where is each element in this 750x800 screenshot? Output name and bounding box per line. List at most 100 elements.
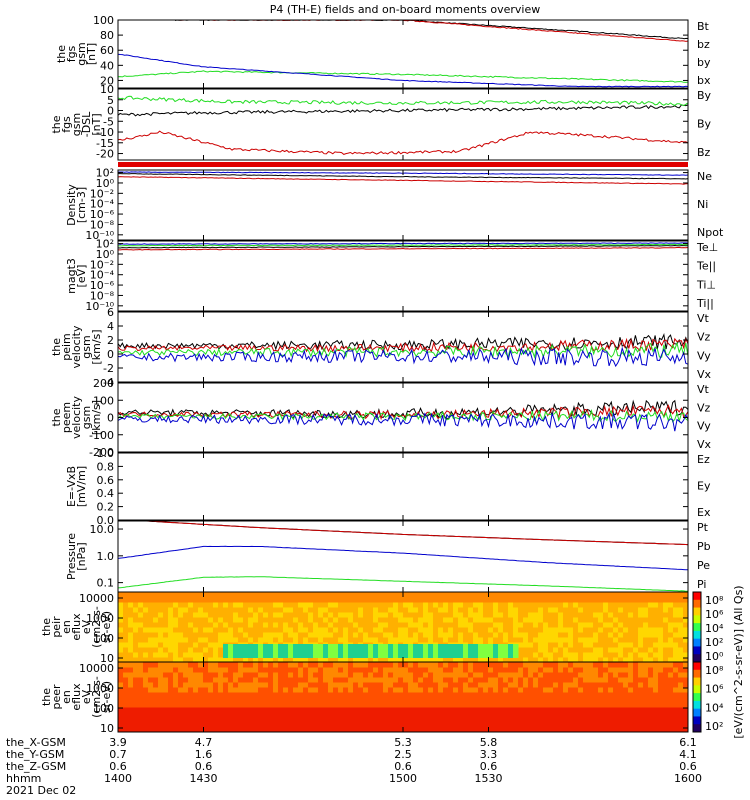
- heatmap-cell: [388, 702, 394, 708]
- panel-frame: [117, 240, 689, 312]
- heatmap-cell: [313, 712, 319, 718]
- heatmap-cell: [663, 602, 669, 608]
- heatmap-cell: [308, 602, 314, 608]
- heatmap-cell: [393, 667, 399, 673]
- heatmap-cell: [563, 717, 569, 723]
- heatmap-cell: [213, 637, 219, 643]
- heatmap-cell: [193, 712, 199, 718]
- heatmap-cell: [318, 597, 324, 603]
- heatmap-cell: [278, 687, 284, 693]
- heatmap-cell: [678, 657, 684, 662]
- heatmap-cell: [423, 697, 429, 703]
- heatmap-cell: [563, 662, 569, 668]
- heatmap-cell: [418, 707, 424, 713]
- heatmap-cell: [118, 707, 124, 713]
- heatmap-cell: [238, 722, 244, 728]
- heatmap-cell: [483, 692, 489, 698]
- heatmap-cell: [538, 652, 544, 658]
- heatmap-cell: [398, 657, 404, 662]
- heatmap-cell: [563, 672, 569, 678]
- heatmap-cell: [598, 662, 604, 668]
- heatmap-cell: [633, 632, 639, 638]
- heatmap-cell: [138, 657, 144, 662]
- heatmap-cell: [138, 642, 144, 648]
- heatmap-cell: [458, 727, 464, 732]
- heatmap-cell: [463, 657, 469, 662]
- heatmap-cell: [298, 617, 304, 623]
- heatmap-cell: [653, 702, 659, 708]
- heatmap-cell: [133, 632, 139, 638]
- heatmap-cell: [198, 717, 204, 723]
- heatmap-cell: [558, 717, 564, 723]
- colorbar-swatch: [693, 708, 701, 717]
- heatmap-cell: [418, 702, 424, 708]
- heatmap-cell: [138, 652, 144, 658]
- heatmap-cell: [473, 657, 479, 662]
- heatmap-cell: [378, 592, 384, 598]
- heatmap-cell: [333, 657, 339, 662]
- heatmap-cell: [478, 667, 484, 673]
- heatmap-cell: [198, 637, 204, 643]
- heatmap-cell: [478, 617, 484, 623]
- heatmap-cell: [353, 662, 359, 668]
- heatmap-cell: [248, 637, 254, 643]
- heatmap-cell: [663, 647, 669, 653]
- heatmap-cell: [553, 722, 559, 728]
- heatmap-cell: [593, 647, 599, 653]
- legend-entry: Bt: [697, 20, 710, 33]
- heatmap-cell: [583, 642, 589, 648]
- heatmap-cell: [308, 682, 314, 688]
- heatmap-cell: [463, 622, 469, 628]
- heatmap-cell: [328, 644, 334, 658]
- heatmap-cell: [288, 662, 294, 668]
- heatmap-cell: [578, 707, 584, 713]
- heatmap-cell: [678, 662, 684, 668]
- heatmap-cell: [338, 644, 344, 658]
- heatmap-cell: [148, 722, 154, 728]
- heatmap-cell: [603, 627, 609, 633]
- heatmap-cell: [343, 592, 349, 598]
- heatmap-cell: [538, 622, 544, 628]
- heatmap-cell: [563, 687, 569, 693]
- heatmap-cell: [418, 687, 424, 693]
- heatmap-cell: [643, 707, 649, 713]
- heatmap-cell: [393, 597, 399, 603]
- heatmap-cell: [128, 712, 134, 718]
- heatmap-cell: [578, 712, 584, 718]
- heatmap-cell: [198, 727, 204, 732]
- heatmap-cell: [558, 727, 564, 732]
- heatmap-cell: [488, 632, 494, 638]
- y-tick-label: 40: [100, 59, 114, 72]
- heatmap-cell: [483, 717, 489, 723]
- heatmap-cell: [568, 692, 574, 698]
- heatmap-cell: [513, 622, 519, 628]
- heatmap-cell: [633, 647, 639, 653]
- heatmap-cell: [178, 602, 184, 608]
- heatmap-cell: [598, 652, 604, 658]
- heatmap-cell: [653, 677, 659, 683]
- heatmap-cell: [183, 672, 189, 678]
- heatmap-cell: [673, 722, 679, 728]
- heatmap-cell: [673, 672, 679, 678]
- heatmap-cell: [423, 722, 429, 728]
- heatmap-cell: [408, 722, 414, 728]
- heatmap-cell: [163, 682, 169, 688]
- heatmap-cell: [488, 722, 494, 728]
- heatmap-cell: [163, 707, 169, 713]
- legend-entry: Npot: [697, 226, 724, 239]
- heatmap-cell: [303, 707, 309, 713]
- y-axis-label: peir: [50, 616, 63, 638]
- heatmap-cell: [508, 727, 514, 732]
- colorbar-label: [eV/(cm^2-s-sr-eV)] (All Qs): [732, 585, 745, 738]
- heatmap-cell: [238, 707, 244, 713]
- heatmap-cell: [383, 597, 389, 603]
- heatmap-cell: [133, 662, 139, 668]
- heatmap-cell: [418, 722, 424, 728]
- heatmap-cell: [583, 702, 589, 708]
- heatmap-cell: [438, 637, 444, 643]
- heatmap-cell: [478, 697, 484, 703]
- heatmap-cell: [543, 722, 549, 728]
- heatmap-cell: [338, 607, 344, 613]
- heatmap-cell: [348, 597, 354, 603]
